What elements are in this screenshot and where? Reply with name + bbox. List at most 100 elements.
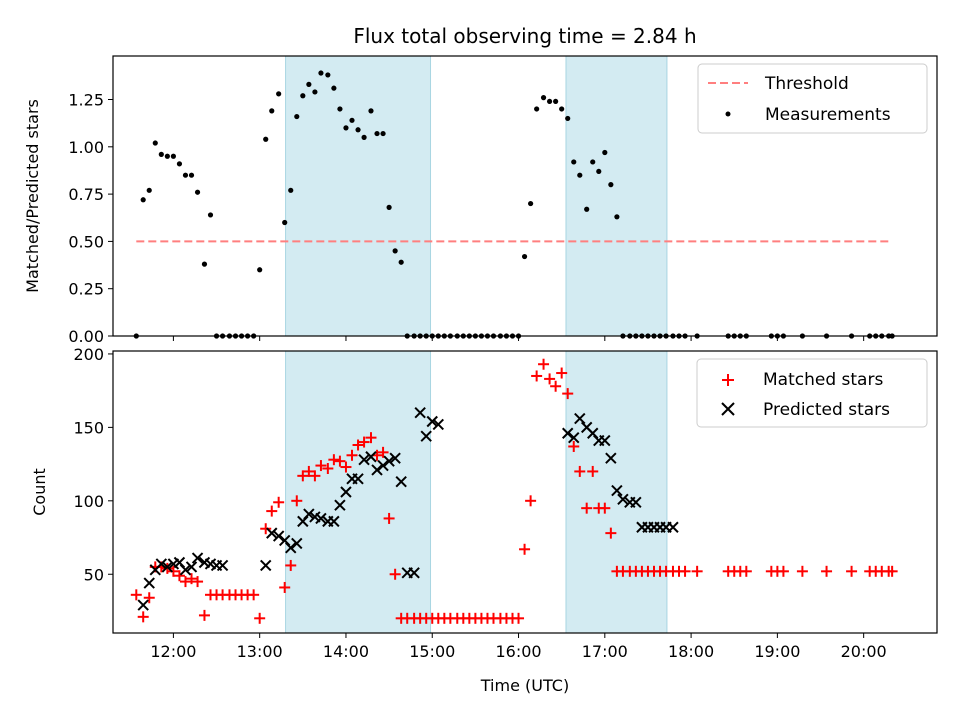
x-tick-label: 20:00 [841,642,887,661]
bottom-plot-frame [112,350,938,634]
measurement-point [584,206,590,212]
predicted-star-point [137,599,149,611]
bottom-legend: Matched stars Predicted stars [696,358,928,428]
matched-star-point [279,581,291,593]
matched-star-point [291,495,303,507]
matched-star-point [550,380,562,392]
matched-star-point [574,465,586,477]
bottom-y-tick-label: 150 [73,418,104,437]
predicted-star-point [414,406,426,419]
matched-stars-points [130,358,898,624]
predicted-star-point [395,476,407,488]
measurement-point [349,117,355,123]
legend-predicted-label: Predicted stars [763,400,890,420]
measurement-point [318,70,324,76]
top-y-axis-label: Matched/Predicted stars [23,99,42,293]
matched-star-point [161,562,173,574]
bottom-observing-windows [285,350,668,634]
predicted-star-point [389,452,401,464]
measurement-point [288,187,294,193]
matched-star-point [315,460,327,472]
top-panel: 0.00 0.25 0.50 0.75 1.00 1.25 Matched/Predict… [23,55,938,346]
legend-predicted-swatch [721,402,735,416]
predicted-star-point [432,418,444,431]
matched-star-point [531,370,543,382]
measurement-point [398,259,404,265]
measurement-point [194,189,201,195]
matched-star-point [297,470,309,482]
matched-star-point [322,463,334,474]
matched-star-point [519,543,531,555]
measurement-point [565,115,571,122]
predicted-star-point [420,430,432,442]
matched-star-point [513,612,525,624]
matched-star-point [365,432,377,444]
matched-star-point [538,358,550,370]
matched-star-point [525,495,537,507]
matched-star-point [821,565,833,577]
measurement-point [257,267,263,273]
x-axis-label: Time (UTC) [480,676,569,695]
matched-star-point [679,565,691,577]
bottom-y-axis-label: Count [30,468,49,516]
matched-star-point [796,565,808,577]
predicted-star-point [340,486,352,498]
legend-matched-swatch [722,374,734,386]
top-observing-windows [285,55,668,337]
matched-star-point [173,570,185,582]
x-tick-label: 17:00 [582,642,628,661]
top-observing-window-1 [565,55,668,337]
predicted-star-point [605,452,617,464]
predicted-star-point [599,434,611,447]
measurement-point [140,197,146,203]
x-tick-label: 15:00 [409,642,455,661]
legend-measurement-swatch [725,111,731,117]
matched-star-point [186,573,198,585]
matched-star-point [846,565,858,577]
predicted-star-point [371,464,383,476]
matched-star-point [285,559,297,571]
measurement-point [294,113,300,120]
measurement-point [306,81,312,87]
measurement-point [188,172,195,178]
matched-star-point [143,592,155,604]
predicted-star-point [155,558,168,570]
predicted-star-point [334,499,346,511]
measurement-point [312,89,318,95]
predicted-star-point [161,561,174,573]
matched-star-point [568,440,580,452]
predicted-star-point [377,459,389,472]
matched-star-point [581,502,593,514]
predicted-star-point [143,577,155,589]
measurement-point [331,85,337,91]
measurement-point [158,151,164,157]
predicted-star-point [179,564,192,576]
measurement-point [528,200,534,207]
predicted-star-point [358,453,370,466]
predicted-star-point [365,451,377,463]
predicted-star-point [408,567,420,579]
measurement-point [182,172,189,178]
matched-star-point [273,496,285,508]
matched-star-point [192,576,204,588]
matched-star-point [346,449,358,461]
measurement-point [164,153,170,159]
measurement-point [571,159,577,165]
top-y-tick-label: 1.25 [68,91,104,110]
matched-star-point [377,446,389,458]
top-legend: Threshold Measurements [697,63,928,134]
legend-matched-label: Matched stars [763,370,883,390]
matched-star-point [886,565,898,577]
measurement-point [559,106,565,112]
measurement-point [577,172,583,178]
measurement-point [343,125,349,131]
predicted-star-point [667,521,679,533]
matched-star-point [605,527,617,539]
predicted-star-point [285,542,297,554]
measurement-point [596,168,602,175]
predicted-star-point [611,484,623,497]
matched-star-point [691,565,703,577]
bottom-axis-ticks: 50 100 150 200 [73,345,865,638]
matched-star-point [137,611,149,623]
